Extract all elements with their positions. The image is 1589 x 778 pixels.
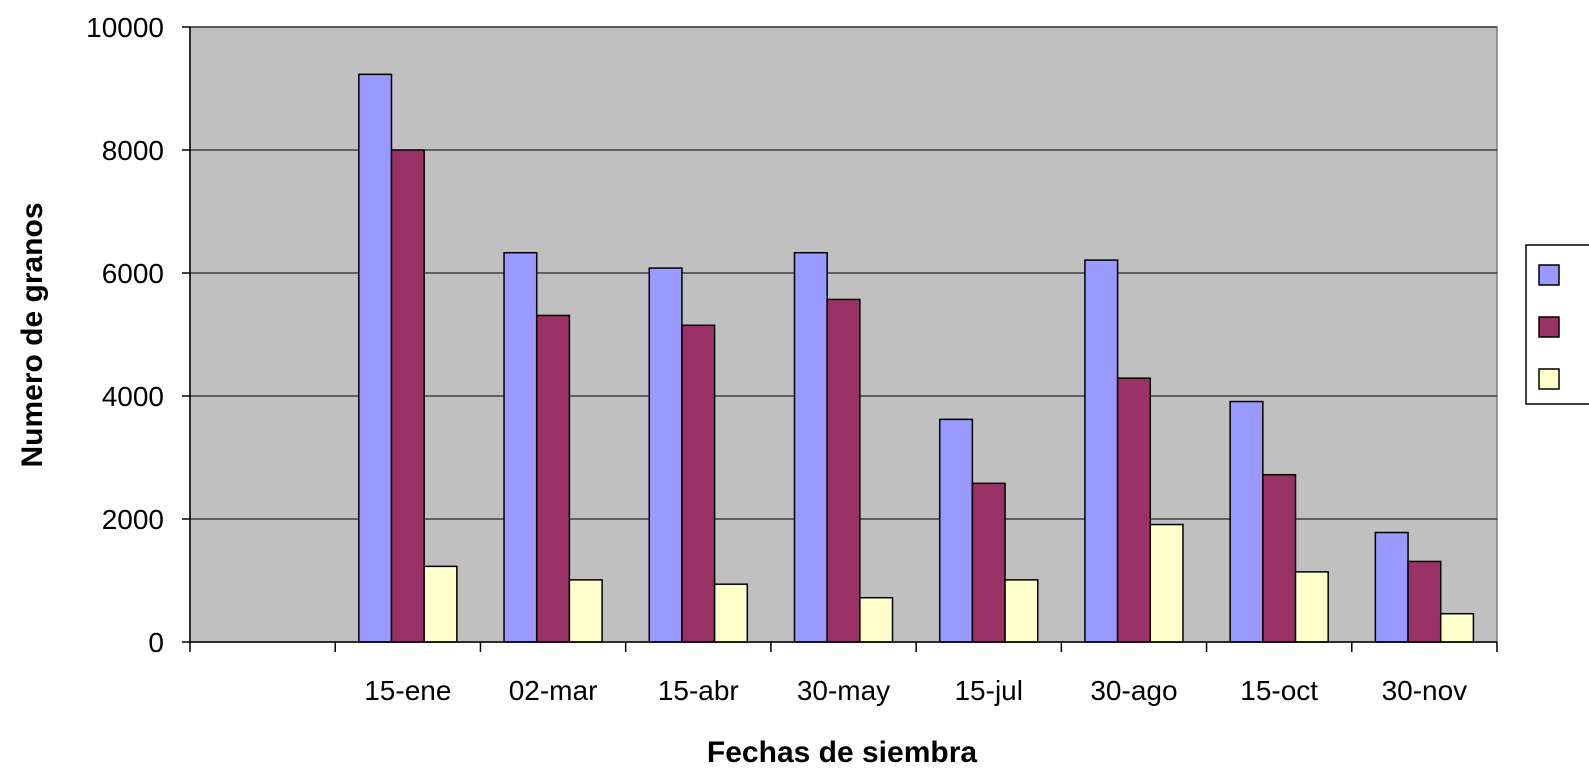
bar [681, 324, 716, 643]
x-tick-label: 15-jul [954, 675, 1022, 706]
bar [1439, 612, 1475, 643]
y-tick-labels: 0 2000 4000 6000 8000 10000 [86, 12, 164, 658]
bar [1294, 571, 1329, 643]
bar [1149, 523, 1184, 643]
y-tick-label: 0 [148, 627, 164, 658]
bar [358, 73, 393, 643]
bar [1262, 473, 1297, 643]
y-tick-label: 6000 [102, 258, 164, 289]
y-tick-label: 2000 [102, 504, 164, 535]
y-tick-label: 4000 [102, 381, 164, 412]
axes [182, 26, 1498, 652]
bar [1084, 259, 1119, 643]
bar [793, 251, 828, 643]
x-tick-label: 30-may [797, 675, 890, 706]
bar [1004, 579, 1039, 643]
x-tick-label: 15-abr [658, 675, 739, 706]
bar [535, 314, 571, 643]
bar [390, 149, 425, 643]
bars [358, 73, 1475, 643]
legend-swatch [1538, 368, 1560, 390]
bar [1229, 400, 1264, 643]
bar [503, 251, 538, 643]
x-tick-label: 30-nov [1382, 675, 1468, 706]
bar [1374, 531, 1409, 643]
legend-swatch [1538, 264, 1560, 286]
bar [938, 418, 974, 643]
x-tick-label: 15-ene [364, 675, 451, 706]
legend [1525, 244, 1589, 405]
x-axis-title: Fechas de siembra [707, 736, 977, 769]
bar [648, 267, 683, 643]
legend-swatch [1538, 316, 1560, 338]
bar [826, 298, 861, 643]
bar [1407, 560, 1442, 643]
x-tick-labels: 15-ene 02-mar 15-abr 30-may 15-jul 30-ago 15-o… [364, 675, 1467, 706]
bar [423, 565, 458, 643]
bar [971, 482, 1006, 643]
x-tick-label: 02-mar [509, 675, 598, 706]
bar [1116, 377, 1152, 643]
bar [859, 596, 894, 643]
y-tick-label: 8000 [102, 135, 164, 166]
bar [713, 583, 749, 643]
y-axis-title: Numero de granos [16, 202, 49, 467]
x-tick-label: 30-ago [1090, 675, 1177, 706]
bar [568, 579, 603, 643]
y-tick-label: 10000 [86, 12, 164, 43]
x-tick-label: 15-oct [1240, 675, 1318, 706]
